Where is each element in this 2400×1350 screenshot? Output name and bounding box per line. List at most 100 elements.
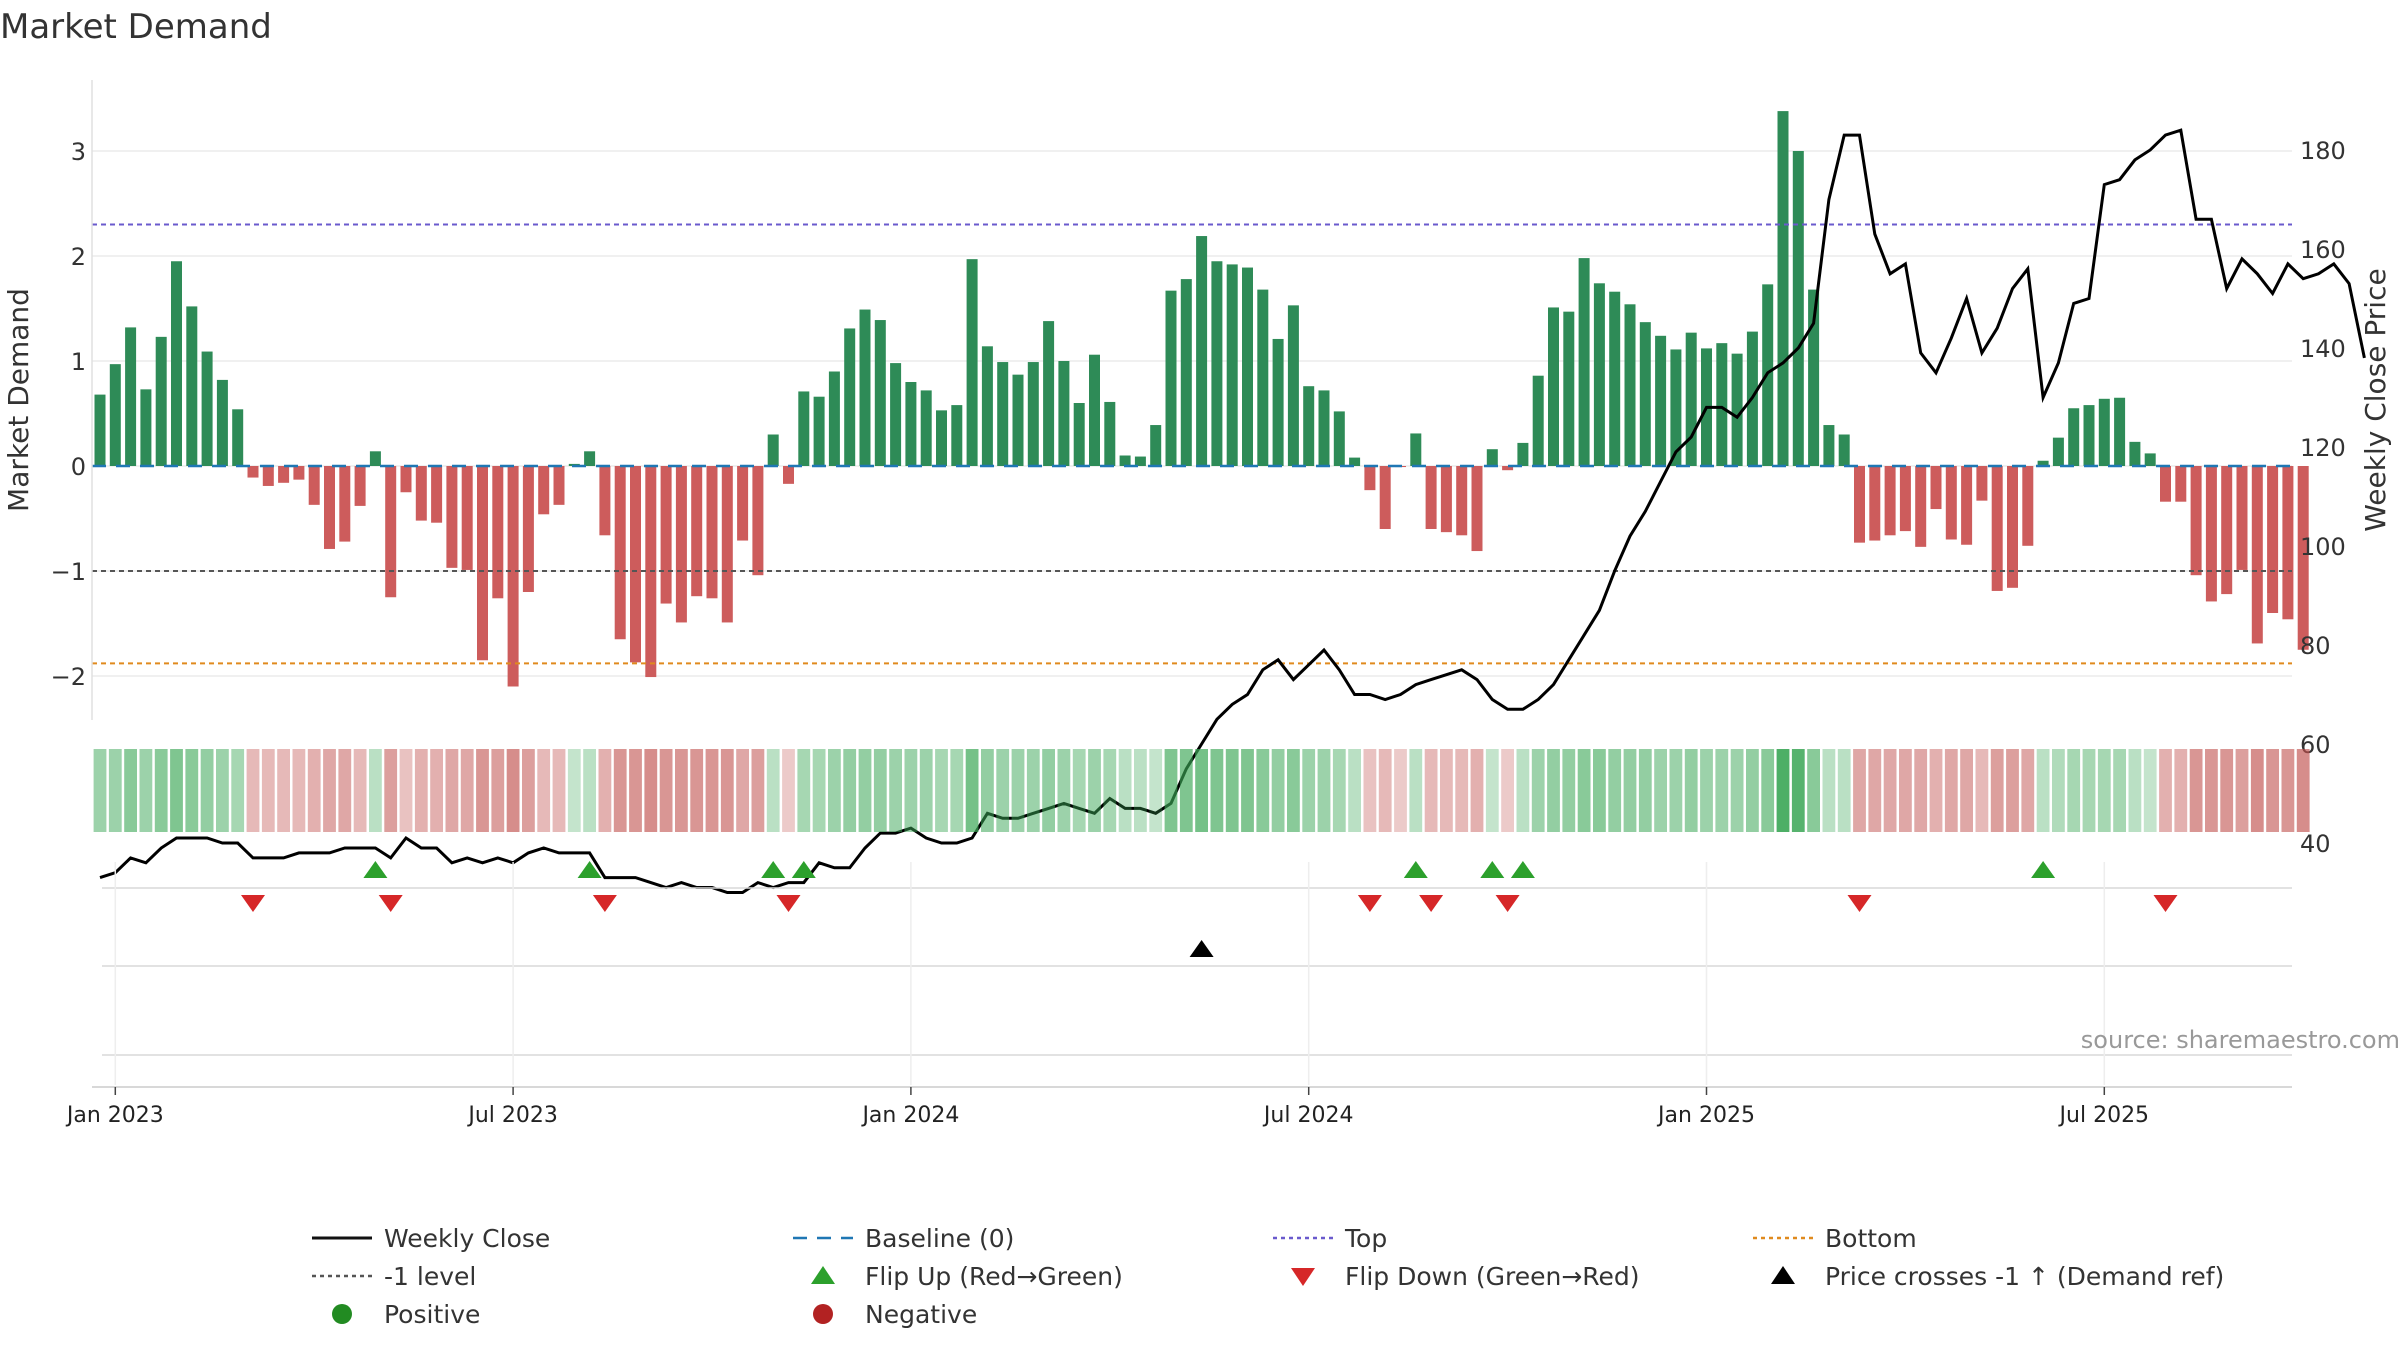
- demand-bar: [2175, 466, 2187, 502]
- source-label: source: sharemaestro.com: [2081, 1026, 2400, 1054]
- demand-bar: [1379, 466, 1391, 529]
- y-tick-label-right: 160: [2300, 236, 2346, 264]
- demand-bar: [1303, 386, 1315, 466]
- demand-bar: [1548, 307, 1559, 466]
- strip-cell: [1394, 749, 1407, 832]
- demand-bar: [706, 466, 718, 599]
- flip-down-marker: [776, 895, 801, 912]
- strip-cell: [93, 749, 107, 832]
- strip-cell: [1149, 749, 1163, 832]
- strip-cell: [1776, 749, 1790, 832]
- demand-bar: [1854, 466, 1865, 543]
- strip-cell: [261, 749, 275, 832]
- level-lines: [92, 223, 2292, 665]
- demand-bar: [109, 364, 121, 466]
- strip-cell: [1026, 749, 1040, 832]
- strip-cell: [1837, 749, 1851, 832]
- demand-bar: [2267, 466, 2279, 613]
- strip-cell: [552, 749, 566, 832]
- strip-cell: [1944, 749, 1958, 832]
- strip-cell: [1853, 749, 1866, 832]
- demand-bar: [2297, 466, 2309, 650]
- strip-cell: [1975, 749, 1989, 832]
- demand-bar: [2052, 437, 2064, 466]
- flip-markers: [102, 861, 2292, 1085]
- legend-swatch: [1291, 1268, 1315, 1286]
- x-tick-label: Jan 2023: [65, 1103, 164, 1128]
- strip-cell: [369, 749, 382, 832]
- flip-up-marker: [1510, 861, 1535, 878]
- legend-label: Top: [1344, 1224, 1387, 1253]
- strip-cell: [690, 749, 704, 832]
- y-tick-label-right: 40: [2300, 830, 2331, 858]
- flip-down-marker: [1495, 895, 1520, 912]
- strip-cell: [1547, 749, 1560, 832]
- strip-cell: [1348, 749, 1361, 832]
- demand-bar: [1012, 374, 1024, 466]
- legend-label: Positive: [384, 1300, 480, 1329]
- strip-cell: [1088, 749, 1101, 832]
- flip-up-marker: [363, 861, 388, 878]
- strip-cell: [537, 749, 551, 832]
- demand-bar: [1884, 466, 1896, 536]
- strip-cell: [353, 749, 367, 832]
- strip-cell: [277, 749, 290, 832]
- strip-cell: [858, 749, 872, 832]
- demand-bar: [400, 466, 412, 493]
- strip-cell: [965, 749, 979, 832]
- demand-bar: [798, 391, 810, 466]
- strip-cell: [1761, 749, 1775, 832]
- demand-bar: [2037, 460, 2049, 466]
- y-tick-label-right: 120: [2300, 434, 2346, 462]
- strip-cell: [2281, 749, 2295, 832]
- demand-bar: [1150, 425, 1162, 466]
- y-tick-label-left: 0: [71, 453, 86, 481]
- strip-cell: [170, 749, 183, 832]
- strip-cell: [1807, 749, 1820, 832]
- demand-bar: [1792, 151, 1804, 466]
- strip-cell: [1225, 749, 1239, 832]
- strip-cell: [782, 749, 795, 832]
- strip-cell: [476, 749, 489, 832]
- strip-cell: [414, 749, 428, 832]
- legend-item: Weekly Close: [312, 1224, 550, 1253]
- weekly-close-line: [99, 128, 2366, 894]
- legend: Weekly Close Baseline (0) Top Bottom -1 leve…: [312, 1224, 2224, 1329]
- demand-bar: [1609, 291, 1621, 466]
- demand-bar: [1915, 466, 1927, 547]
- legend-label: Baseline (0): [865, 1224, 1014, 1253]
- strip-cell: [430, 749, 443, 832]
- flip-down-marker: [1847, 895, 1872, 912]
- demand-bar: [1104, 401, 1116, 466]
- legend-item: Negative: [813, 1300, 977, 1329]
- demand-bar: [2129, 441, 2141, 466]
- demand-bar: [1808, 289, 1820, 466]
- demand-bar: [1440, 466, 1452, 533]
- strip-cell: [1929, 749, 1943, 832]
- flip-down-marker: [378, 895, 403, 912]
- strip-cell: [1623, 749, 1637, 832]
- demand-bar: [1027, 362, 1039, 466]
- x-tick-label: Jul 2025: [2058, 1103, 2150, 1128]
- strip-cell: [1103, 749, 1117, 832]
- x-tick-label: Jul 2023: [466, 1103, 558, 1128]
- strip-cell: [323, 749, 336, 832]
- demand-bar: [936, 410, 947, 466]
- strip-cell: [2296, 749, 2310, 832]
- flip-up-marker: [761, 861, 786, 878]
- demand-bar: [171, 261, 182, 466]
- demand-bar: [1655, 335, 1667, 466]
- y-tick-label-left: −1: [51, 558, 86, 586]
- strip-cell: [2174, 749, 2188, 832]
- strip-cell: [1271, 749, 1285, 832]
- strip-cell: [843, 749, 857, 832]
- flip-down-marker: [1357, 895, 1382, 912]
- strip-cell: [246, 749, 260, 832]
- demand-bar: [1823, 425, 1835, 466]
- demand-bar: [1486, 449, 1498, 466]
- demand-bar: [1670, 349, 1682, 466]
- strip-cell: [1593, 749, 1606, 832]
- demand-bar: [1058, 361, 1070, 466]
- strip-cell: [1287, 749, 1300, 832]
- demand-bar: [2205, 466, 2217, 602]
